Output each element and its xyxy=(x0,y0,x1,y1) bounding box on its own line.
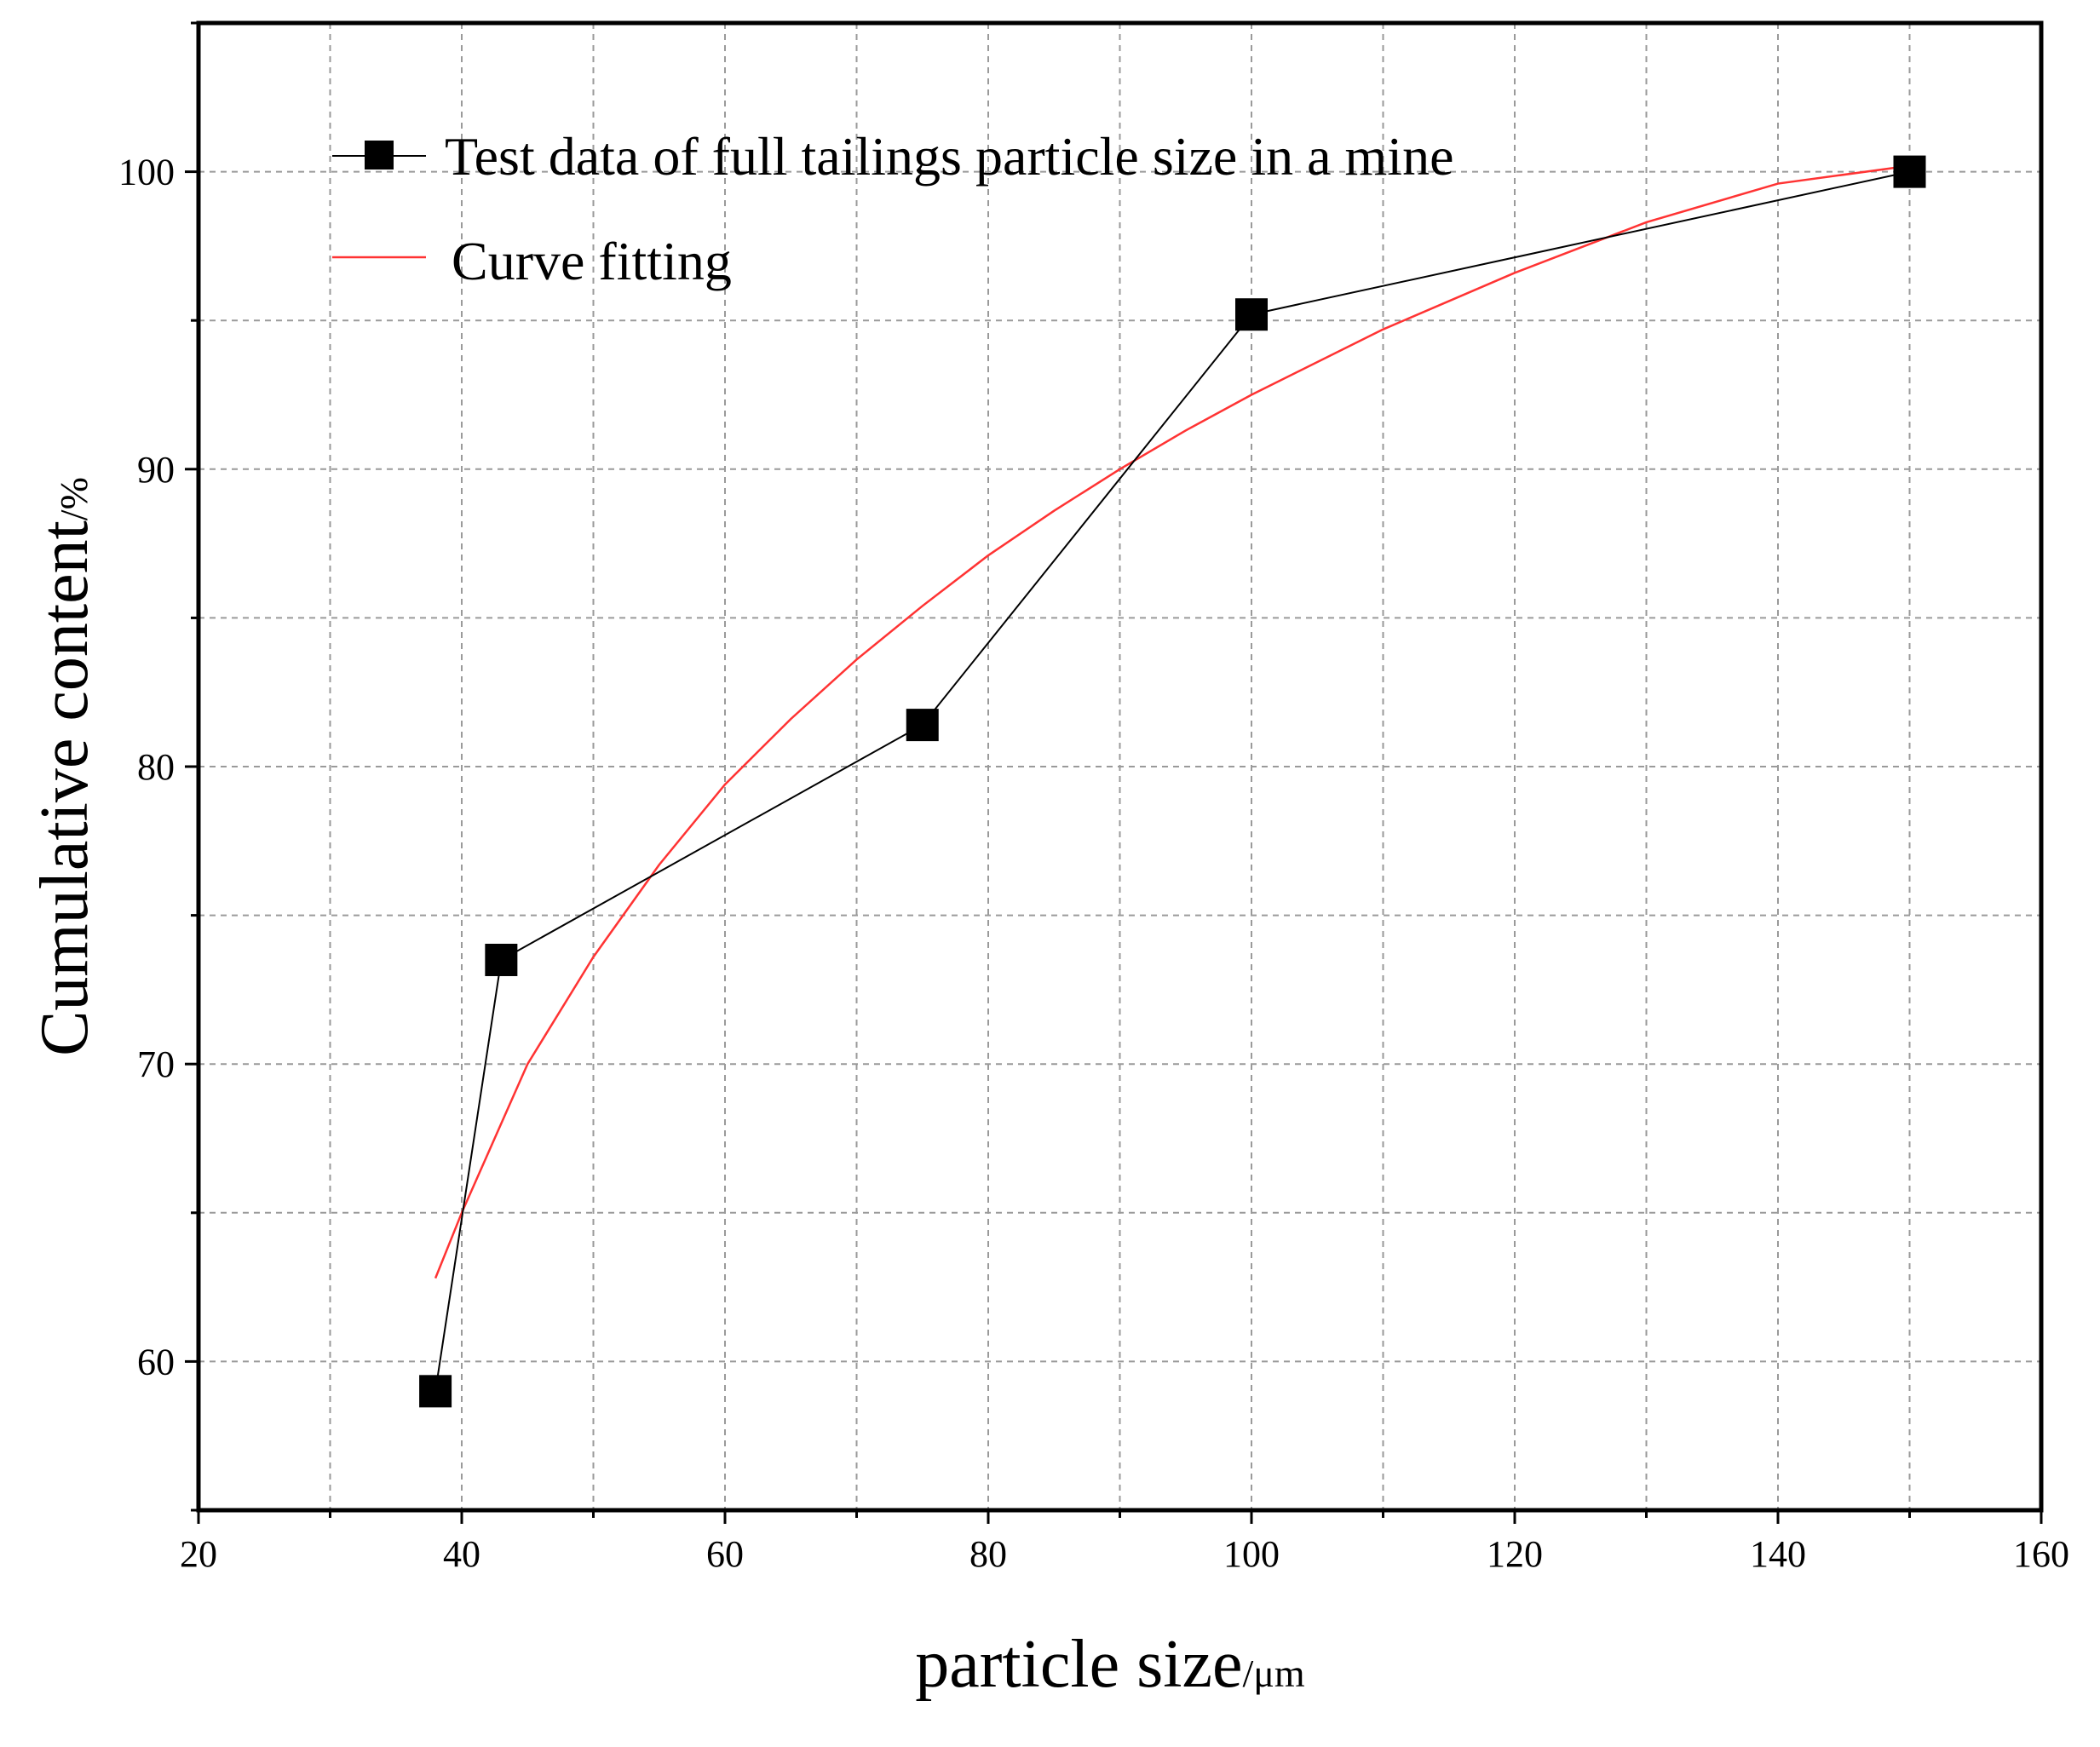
x-tick-label: 100 xyxy=(1223,1533,1280,1575)
y-axis-label: Cumulative content/% xyxy=(27,477,102,1056)
y-tick-label: 70 xyxy=(137,1043,175,1085)
x-axis-label: particle size/μm xyxy=(915,1627,1305,1702)
x-tick-label: 120 xyxy=(1487,1533,1543,1575)
test-data-point xyxy=(419,1375,452,1408)
y-tick-label: 60 xyxy=(137,1341,175,1382)
legend-marker-square xyxy=(365,141,394,170)
legend-label-curve-fitting: Curve fitting xyxy=(452,231,732,291)
fit-curve-line xyxy=(434,164,1910,1279)
x-axis-label-unit: /μm xyxy=(1242,1652,1304,1695)
x-tick-label: 140 xyxy=(1750,1533,1806,1575)
legend: Test data of full tailings particle size… xyxy=(332,126,1453,291)
gridlines xyxy=(198,23,2041,1510)
x-tick-label: 40 xyxy=(443,1533,480,1575)
x-tick-label: 80 xyxy=(969,1533,1007,1575)
x-tick-label: 160 xyxy=(2013,1533,2069,1575)
y-tick-label: 80 xyxy=(137,746,175,788)
y-axis-label-main: Cumulative content xyxy=(27,520,102,1056)
x-axis-label-main: particle size xyxy=(915,1627,1242,1702)
axis-ticks: 20 40 60 80 100 120 140 160 60 70 80 90 100 xyxy=(118,21,2069,1575)
y-tick-label: 90 xyxy=(137,449,175,491)
x-tick-label: 20 xyxy=(180,1533,217,1575)
test-data-point xyxy=(1235,298,1268,331)
test-data-point xyxy=(485,943,518,976)
test-data-point xyxy=(906,709,939,742)
x-tick-label: 60 xyxy=(706,1533,744,1575)
y-axis-label-unit: /% xyxy=(52,477,95,520)
y-tick-label: 100 xyxy=(118,152,175,193)
test-data-point xyxy=(1893,155,1926,188)
series xyxy=(419,155,1926,1408)
legend-label-test-data: Test data of full tailings particle size… xyxy=(445,126,1453,187)
